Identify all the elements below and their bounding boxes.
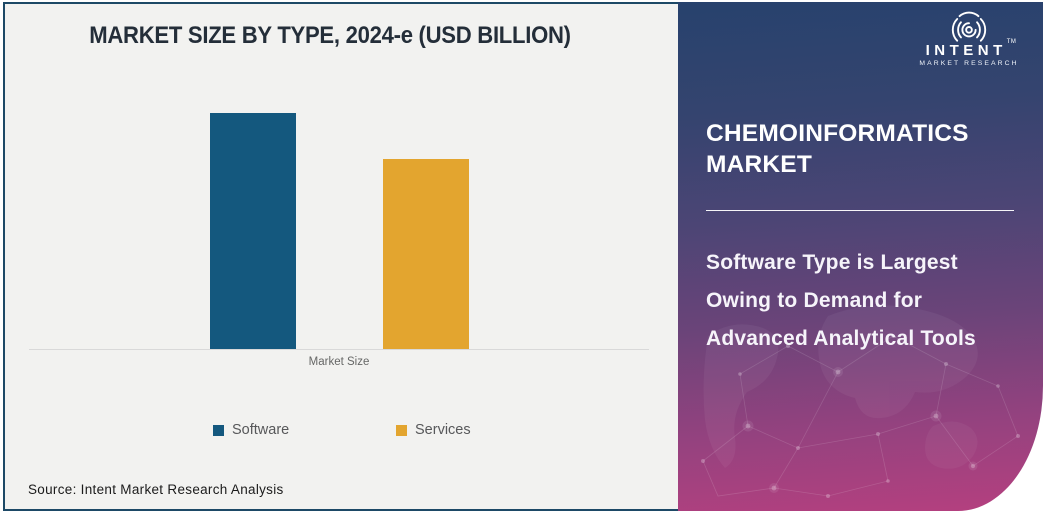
legend-item-services: Services: [396, 422, 471, 438]
source-note: Source: Intent Market Research Analysis: [28, 482, 284, 497]
legend-swatch-services: [396, 424, 407, 436]
x-axis-label: Market Size: [308, 356, 370, 368]
panel-title: CHEMOINFORMATICS MARKET: [706, 120, 969, 178]
legend-label-software: Software: [232, 422, 290, 438]
bar-software: [210, 113, 296, 349]
panel-divider: [706, 210, 1014, 211]
logo-trademark: TM: [1006, 39, 1017, 45]
legend-item-software: Software: [213, 422, 289, 438]
logo-subtitle-text: MARKET RESEARCH: [919, 60, 1019, 67]
side-panel: INTENT TM MARKET RESEARCH CHEMOINFORMATI…: [678, 2, 1043, 511]
panel-subtitle: Software Type is Largest Owing to Demand…: [706, 251, 976, 350]
logo-brand-row: INTENT TM: [922, 39, 1017, 59]
bar-services: [383, 159, 469, 349]
logo-brand-text: INTENT: [925, 42, 1007, 59]
chart-title: MARKET SIZE BY TYPE, 2024-e (USD BILLION…: [89, 22, 571, 49]
intent-logo-signal-icon: [951, 11, 987, 42]
legend-label-services: Services: [415, 422, 471, 438]
intent-market-research-logo: INTENT TM MARKET RESEARCH: [909, 10, 1029, 67]
legend-swatch-software: [213, 424, 224, 436]
bar-chart-plot-area: Market Size: [29, 92, 649, 368]
